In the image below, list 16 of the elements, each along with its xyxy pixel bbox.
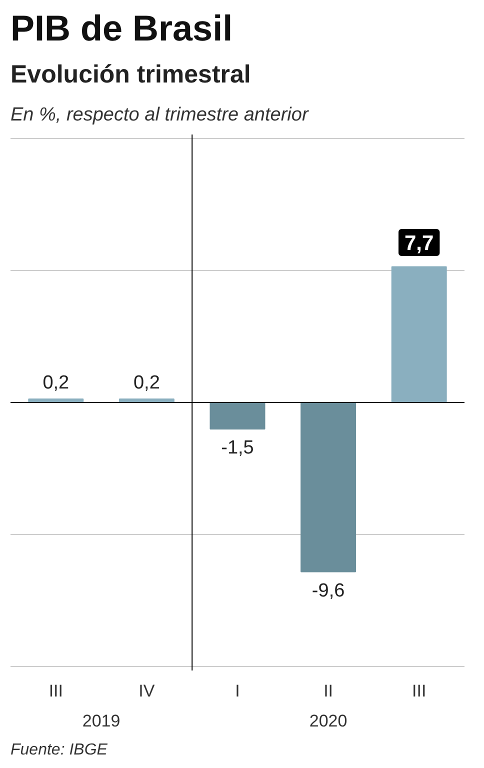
x-tick-label: III xyxy=(48,682,63,700)
chart-subtitle: Evolución trimestral xyxy=(10,60,251,88)
text: 2020 xyxy=(309,712,348,730)
data-label: 0,2 xyxy=(42,372,70,394)
x-tick-label: III xyxy=(412,682,426,700)
data-label: 0,2 xyxy=(133,372,160,394)
x-tick-label: II xyxy=(324,682,334,700)
data-label: -9,6 xyxy=(312,580,345,602)
data-label: 7,7 xyxy=(404,232,434,256)
x-tick-label: I xyxy=(235,682,240,700)
data-label: -1,5 xyxy=(221,438,254,459)
x-tick-label: IV xyxy=(138,682,156,700)
chart-title: PIB de Brasil xyxy=(10,8,233,48)
text: En %, respecto al trimestre anterior xyxy=(10,104,309,126)
text: 2019 xyxy=(82,712,120,730)
source-note: Fuente: IBGE xyxy=(10,742,108,758)
